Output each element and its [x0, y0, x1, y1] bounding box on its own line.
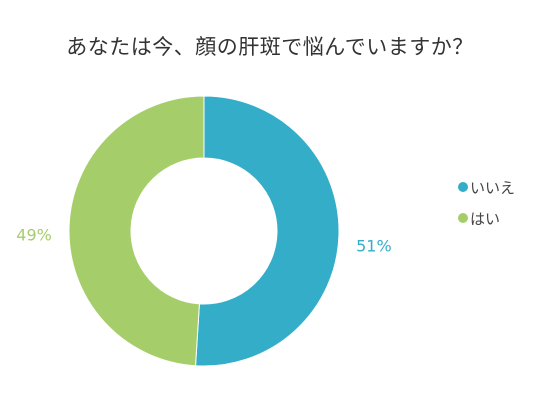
slice-label-iie: 51% [356, 236, 392, 255]
legend-item-hai[interactable]: はい [458, 207, 515, 229]
legend-swatch-iie [458, 182, 468, 192]
legend-item-iie[interactable]: いいえ [458, 176, 515, 198]
slice-label-hai: 49% [16, 226, 52, 245]
legend-label-hai: はい [470, 209, 501, 228]
legend-label-iie: いいえ [470, 178, 516, 197]
donut-slice-hai[interactable] [68, 95, 205, 367]
chart-title: あなたは今、顔の肝斑で悩んでいますか？ [66, 35, 474, 59]
donut-slice-iie[interactable] [194, 95, 340, 367]
legend-swatch-hai [458, 213, 468, 223]
legend: いいえ はい [458, 176, 515, 238]
